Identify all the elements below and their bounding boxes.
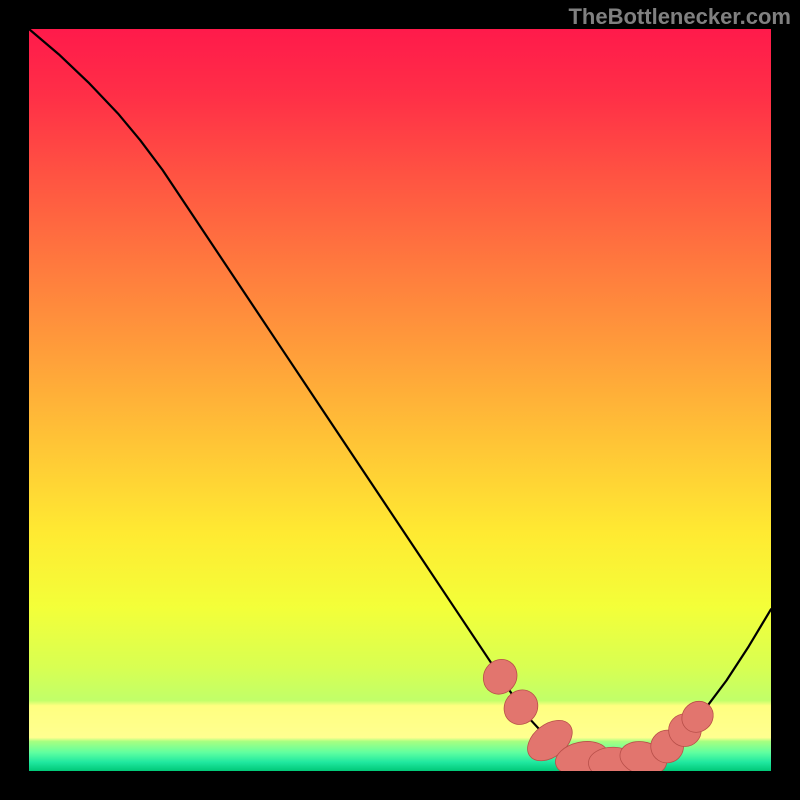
plot-svg [29,29,771,771]
attribution-label: TheBottlenecker.com [568,4,791,30]
plot-area [29,29,771,771]
